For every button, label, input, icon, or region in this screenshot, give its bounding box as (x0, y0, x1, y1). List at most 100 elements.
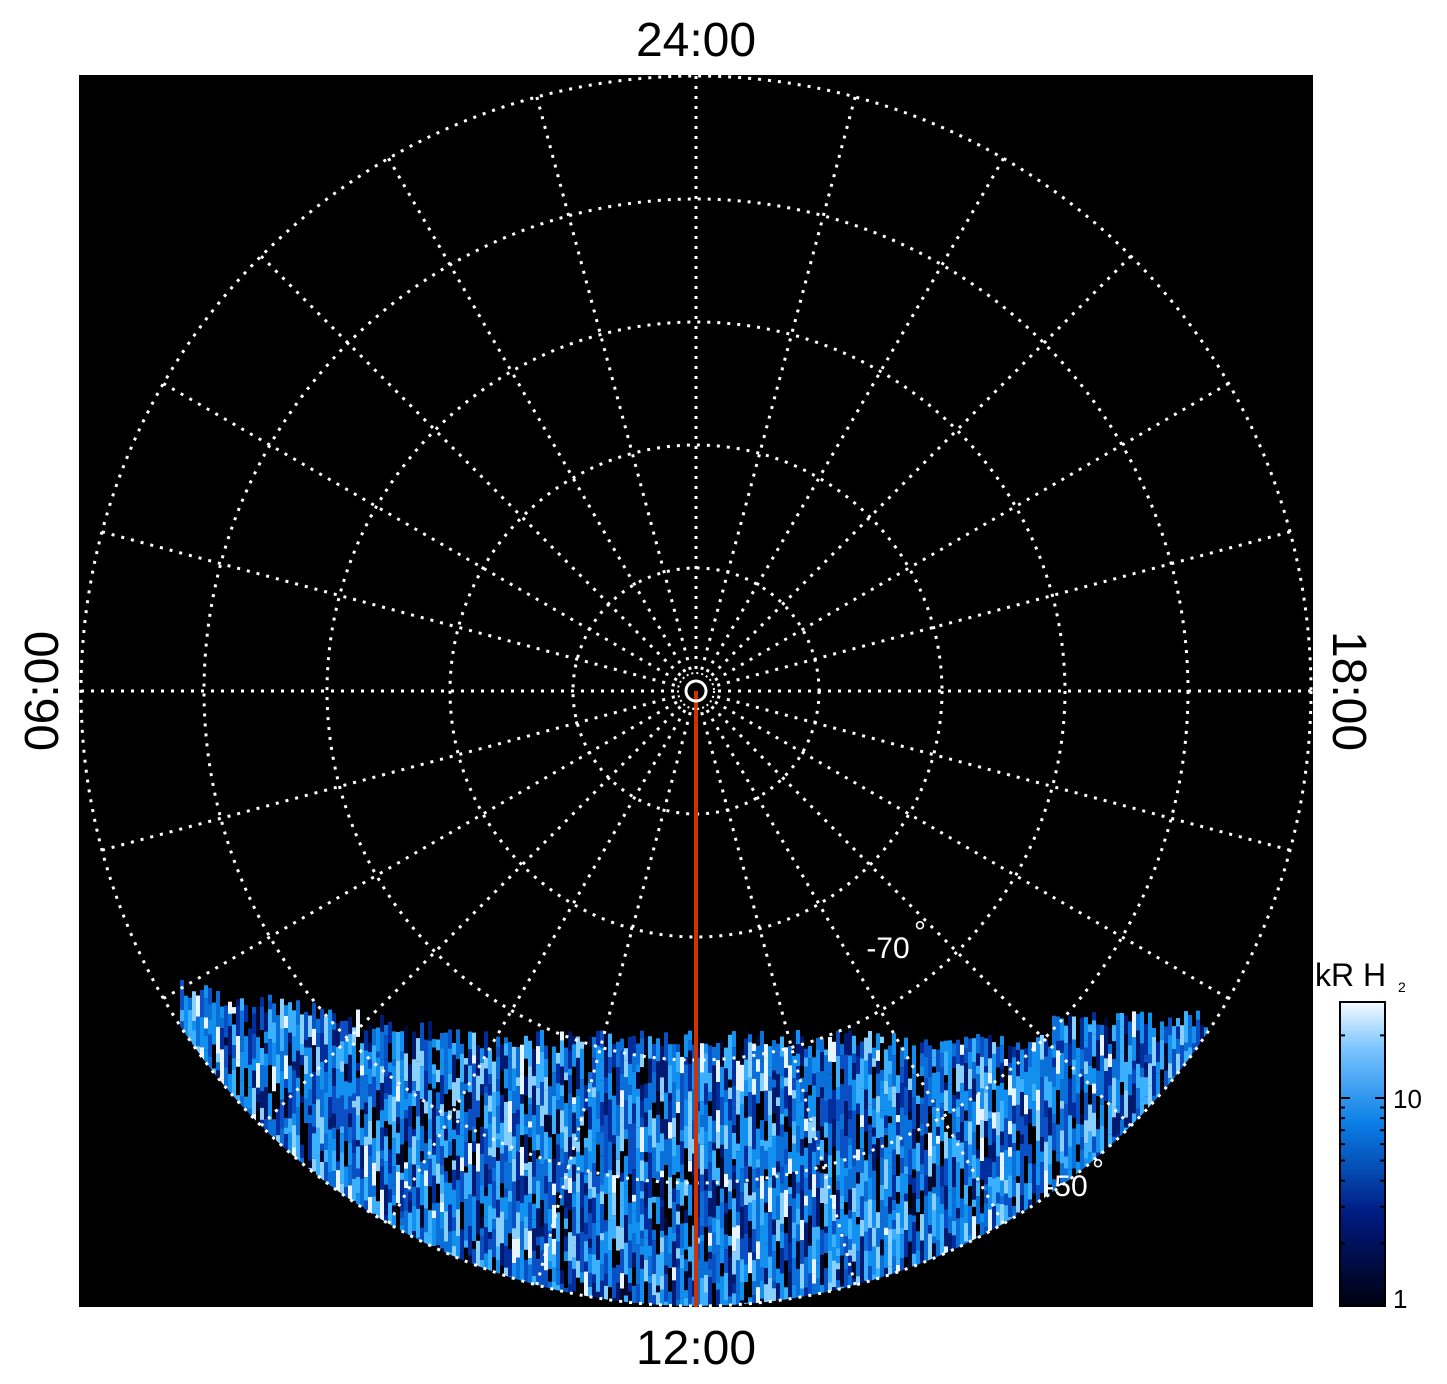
emission-cell (392, 1194, 396, 1206)
emission-cell (496, 1091, 500, 1107)
emission-cell (368, 1121, 372, 1145)
emission-cell (360, 1127, 364, 1146)
emission-cell (204, 985, 208, 999)
emission-cell (500, 1153, 504, 1184)
emission-cell (332, 1086, 336, 1114)
emission-cell (436, 1069, 440, 1083)
emission-cell (464, 1083, 468, 1091)
emission-cell (976, 1074, 980, 1095)
emission-cell (984, 1038, 988, 1067)
emission-cell (488, 1048, 492, 1074)
emission-cell (988, 1209, 992, 1232)
emission-cell (568, 1137, 572, 1160)
emission-cell (368, 1059, 372, 1069)
emission-cell (280, 1128, 284, 1153)
emission-cell (656, 1114, 660, 1143)
emission-cell (736, 1060, 740, 1091)
emission-cell (252, 1033, 256, 1059)
emission-cell (844, 1121, 848, 1136)
emission-cell (1076, 1144, 1080, 1162)
emission-cell (520, 1203, 524, 1222)
emission-cell (736, 1291, 740, 1306)
emission-cell (728, 1256, 732, 1267)
emission-cell (644, 1126, 648, 1153)
emission-cell (308, 1015, 312, 1038)
emission-cell (444, 1211, 448, 1242)
emission-cell (272, 1091, 276, 1120)
emission-cell (636, 1127, 640, 1149)
emission-cell (752, 1200, 756, 1230)
emission-cell (288, 1032, 292, 1044)
emission-cell (964, 1184, 968, 1205)
emission-cell (628, 1283, 632, 1292)
emission-cell (372, 1162, 376, 1186)
emission-cell (304, 1021, 308, 1040)
emission-cell (716, 1043, 720, 1061)
emission-cell (972, 1132, 976, 1155)
emission-cell (1044, 1100, 1048, 1117)
emission-cell (352, 1077, 356, 1094)
emission-cell (600, 1280, 604, 1306)
emission-cell (720, 1188, 724, 1203)
emission-cell (456, 1078, 460, 1101)
emission-cell (376, 1051, 380, 1058)
emission-cell (720, 1221, 724, 1229)
emission-cell (420, 1227, 424, 1245)
emission-cell (1092, 1136, 1096, 1153)
emission-cell (1048, 1107, 1052, 1136)
emission-cell (640, 1152, 644, 1161)
emission-cell (1164, 1070, 1168, 1100)
emission-cell (436, 1226, 440, 1245)
emission-cell (888, 1166, 892, 1197)
emission-cell (1064, 1168, 1068, 1194)
emission-cell (524, 1076, 528, 1096)
emission-cell (772, 1079, 776, 1088)
emission-cell (408, 1147, 412, 1164)
emission-cell (528, 1127, 532, 1138)
emission-cell (676, 1224, 680, 1249)
emission-cell (1148, 1063, 1152, 1086)
emission-cell (1116, 1060, 1120, 1080)
emission-cell (564, 1251, 568, 1261)
emission-cell (508, 1163, 512, 1191)
emission-cell (668, 1065, 672, 1094)
emission-cell (872, 1047, 876, 1059)
emission-cell (484, 1128, 488, 1151)
emission-cell (768, 1200, 772, 1213)
emission-cell (972, 1206, 976, 1217)
emission-cell (468, 1164, 472, 1172)
emission-cell (1120, 1082, 1124, 1095)
emission-cell (388, 1043, 392, 1063)
emission-cell (1004, 1118, 1008, 1132)
emission-cell (1036, 1165, 1040, 1185)
emission-cell (836, 1120, 840, 1151)
emission-cell (820, 1254, 824, 1285)
emission-cell (856, 1045, 860, 1056)
emission-cell (192, 1021, 196, 1031)
auroral-emission-region (180, 980, 1208, 1306)
emission-cell (1084, 1092, 1088, 1121)
emission-cell (1148, 1085, 1152, 1111)
emission-cell (428, 1059, 432, 1084)
emission-cell (268, 1065, 272, 1094)
emission-cell (1008, 1121, 1012, 1135)
emission-cell (1076, 1056, 1080, 1081)
emission-cell (960, 1217, 964, 1250)
emission-cell (364, 1136, 368, 1146)
emission-cell (656, 1196, 660, 1224)
emission-cell (532, 1129, 536, 1151)
emission-cell (576, 1095, 580, 1120)
emission-cell (604, 1285, 608, 1306)
emission-cell (572, 1193, 576, 1208)
emission-cell (964, 1036, 968, 1049)
emission-cell (580, 1172, 584, 1185)
emission-cell (776, 1219, 780, 1242)
emission-cell (824, 1173, 828, 1205)
emission-cell (864, 1089, 868, 1109)
emission-cell (464, 1229, 468, 1241)
emission-cell (332, 1045, 336, 1069)
emission-cell (828, 1099, 832, 1124)
emission-cell (828, 1199, 832, 1213)
emission-cell (528, 1066, 532, 1098)
emission-cell (892, 1228, 896, 1240)
